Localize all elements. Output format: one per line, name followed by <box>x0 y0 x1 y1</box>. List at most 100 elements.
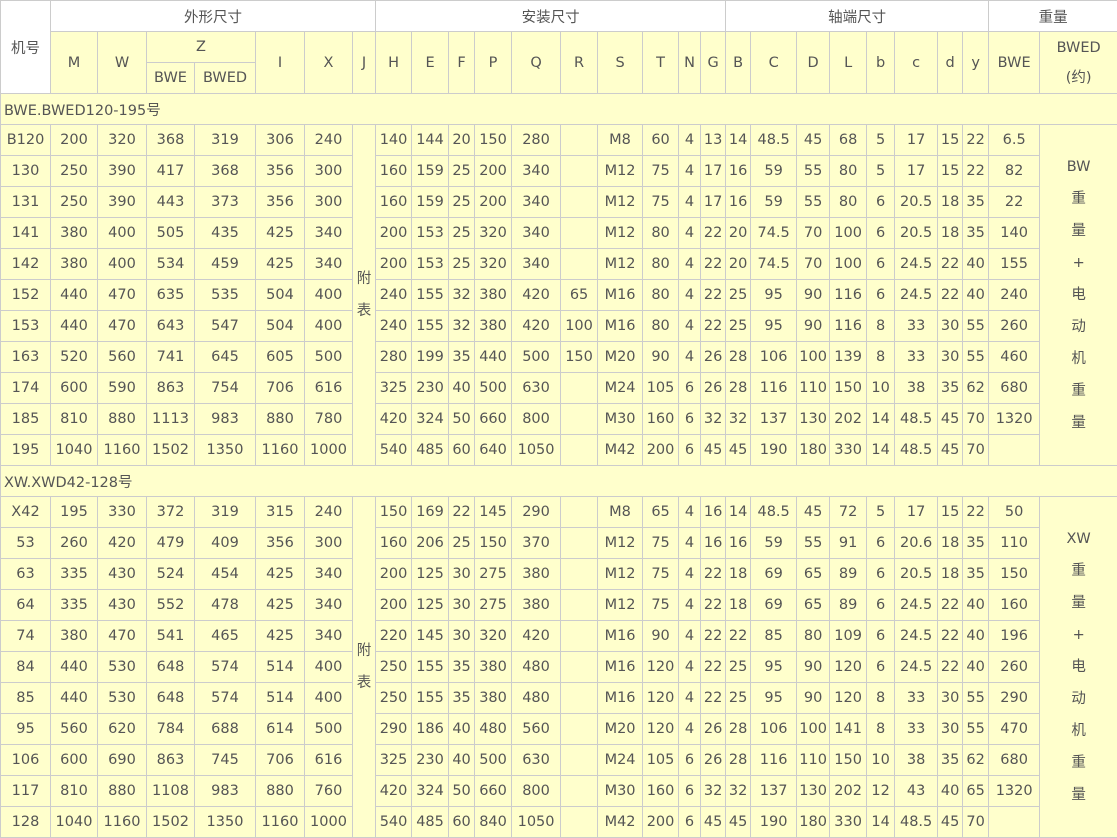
value-cell: 680 <box>988 372 1041 404</box>
value-cell: 340 <box>304 589 353 621</box>
value-cell: 505 <box>146 217 195 249</box>
weight-note-char: 电 <box>1071 287 1086 303</box>
machine-no-cell: 141 <box>0 217 51 249</box>
value-cell: 65 <box>560 279 599 311</box>
value-cell: 425 <box>255 558 305 590</box>
value-cell: M16 <box>597 310 644 342</box>
value-cell: 139 <box>829 341 868 373</box>
value-cell: 160 <box>375 155 413 187</box>
value-cell: 116 <box>750 744 798 776</box>
value-cell: 420 <box>511 279 562 311</box>
value-cell: 1350 <box>194 806 256 838</box>
value-cell: 425 <box>255 217 305 249</box>
value-cell: 43 <box>894 775 939 807</box>
value-cell: 25 <box>448 527 476 559</box>
value-cell: 140 <box>375 124 413 156</box>
value-cell: 169 <box>411 496 450 528</box>
value-cell: 155 <box>988 248 1041 280</box>
value-cell: 1040 <box>50 434 98 466</box>
value-cell: 478 <box>194 589 256 621</box>
value-cell: 1160 <box>255 434 305 466</box>
value-cell: 110 <box>796 744 831 776</box>
value-cell: 95 <box>750 279 798 311</box>
value-cell: 5 <box>866 124 896 156</box>
value-cell: 340 <box>304 248 353 280</box>
value-cell: 125 <box>411 589 450 621</box>
value-cell: 800 <box>511 403 562 435</box>
table-body: BWE.BWED120-195号 B120 200 320 368 319 306 240 附表… <box>0 93 1117 838</box>
value-cell: 220 <box>375 620 413 652</box>
value-cell <box>988 806 1041 838</box>
value-cell: 150 <box>829 372 868 404</box>
value-cell: 880 <box>255 403 305 435</box>
value-cell: 80 <box>642 217 680 249</box>
value-cell: 82 <box>988 155 1041 187</box>
value-cell: 356 <box>255 155 305 187</box>
value-cell: 1160 <box>255 806 305 838</box>
header-weight-bwed: BWED (约) <box>1039 31 1117 94</box>
value-cell: 32 <box>725 775 752 807</box>
section-title: XW.XWD42-128号 <box>0 465 1117 497</box>
value-cell: 340 <box>511 155 562 187</box>
machine-no-cell: 185 <box>0 403 51 435</box>
value-cell: 90 <box>642 341 680 373</box>
value-cell: 280 <box>511 124 562 156</box>
table-row: 84 440 530 648 574 514 400 250 155 35 380 480 M16 120… <box>0 651 1117 683</box>
value-cell: 80 <box>796 620 831 652</box>
value-cell: 400 <box>304 651 353 683</box>
machine-no-cell: 84 <box>0 651 51 683</box>
value-cell: 28 <box>725 341 752 373</box>
value-cell: 24.5 <box>894 279 939 311</box>
value-cell: 14 <box>866 434 896 466</box>
value-cell: 200 <box>474 155 513 187</box>
weight-note-char: 机 <box>1071 723 1086 739</box>
value-cell: 380 <box>474 651 513 683</box>
value-cell: 380 <box>50 620 98 652</box>
value-cell: 50 <box>448 403 476 435</box>
header-col-shaft-y: y <box>962 31 990 94</box>
value-cell: 160 <box>375 186 413 218</box>
header-weight-bwed-label: BWED <box>1056 39 1101 56</box>
value-cell: 616 <box>304 744 353 776</box>
value-cell: 535 <box>194 279 256 311</box>
value-cell: 440 <box>50 279 98 311</box>
machine-no-cell: 195 <box>0 434 51 466</box>
value-cell: 159 <box>411 186 450 218</box>
header-col-shaft-D: D <box>796 31 831 94</box>
value-cell: 45 <box>937 434 964 466</box>
weight-note-char: 电 <box>1071 659 1086 675</box>
value-cell: 105 <box>642 744 680 776</box>
value-cell: 680 <box>988 744 1041 776</box>
weight-note-char: 动 <box>1071 691 1086 707</box>
header-col-R: R <box>560 31 599 94</box>
value-cell: 59 <box>750 186 798 218</box>
value-cell: 159 <box>411 155 450 187</box>
value-cell <box>560 124 599 156</box>
value-cell: 30 <box>937 713 964 745</box>
value-cell: 250 <box>50 186 98 218</box>
value-cell: 40 <box>962 651 990 683</box>
machine-no-cell: 106 <box>0 744 51 776</box>
value-cell: 55 <box>962 341 990 373</box>
weight-note-char: 量 <box>1071 415 1086 431</box>
header-col-x: X <box>304 31 353 94</box>
value-cell: 150 <box>829 744 868 776</box>
value-cell: 140 <box>988 217 1041 249</box>
value-cell: 435 <box>194 217 256 249</box>
table-row: 130 250 390 417 368 356 300 160 159 25 200 340 M12 75… <box>0 155 1117 187</box>
value-cell: 55 <box>962 310 990 342</box>
value-cell: 290 <box>375 713 413 745</box>
machine-no-cell: 174 <box>0 372 51 404</box>
value-cell: 430 <box>97 558 147 590</box>
value-cell: 120 <box>642 682 680 714</box>
value-cell: 250 <box>375 651 413 683</box>
value-cell: 80 <box>829 155 868 187</box>
value-cell: M16 <box>597 620 644 652</box>
value-cell: 70 <box>962 806 990 838</box>
value-cell: 22 <box>962 496 990 528</box>
value-cell: 22 <box>700 310 727 342</box>
value-cell: 65 <box>796 558 831 590</box>
value-cell: 75 <box>642 527 680 559</box>
value-cell: 810 <box>50 403 98 435</box>
table-row: 195 1040 1160 1502 1350 1160 1000 540 485 60 640 10… <box>0 434 1117 466</box>
